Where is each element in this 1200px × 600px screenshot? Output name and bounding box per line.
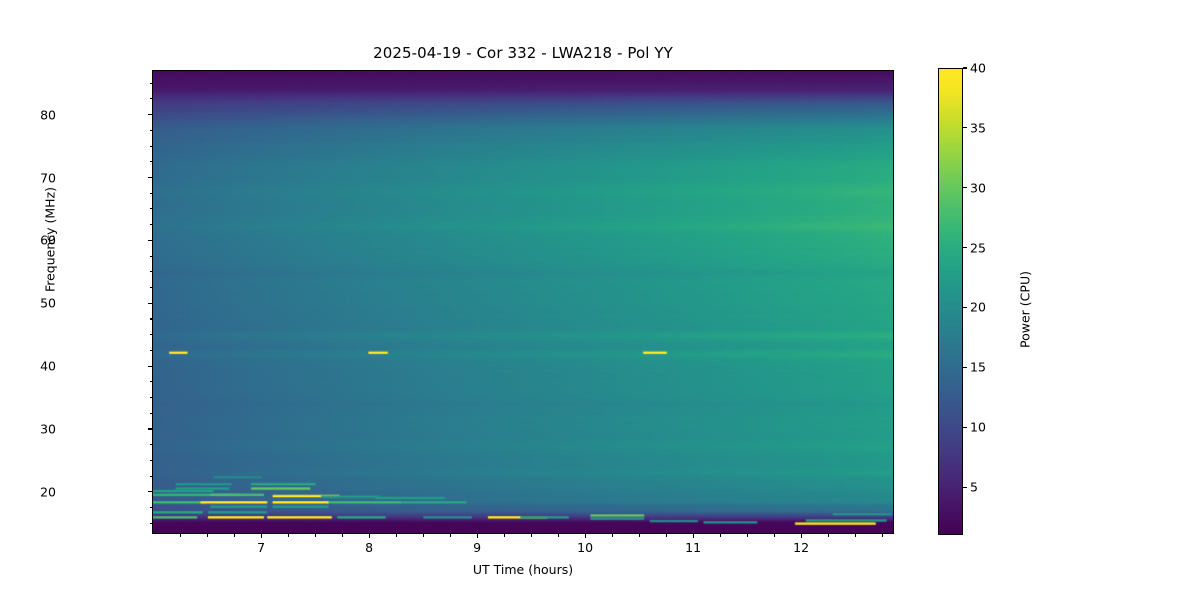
x-minor-tick-mark — [179, 534, 181, 537]
y-minor-tick-mark — [149, 318, 152, 320]
x-minor-tick-mark — [530, 534, 532, 537]
colorbar-tick-label: 25 — [970, 240, 986, 256]
x-tick-mark — [692, 534, 694, 538]
x-tick-label: 9 — [473, 540, 482, 555]
colorbar-tick-mark — [963, 187, 967, 189]
colorbar — [938, 68, 963, 535]
x-minor-tick-mark — [638, 534, 640, 537]
y-tick-label: 70 — [40, 170, 56, 185]
y-minor-tick-mark — [149, 255, 152, 257]
x-minor-tick-mark — [233, 534, 235, 537]
colorbar-tick-mark — [963, 486, 967, 488]
y-minor-tick-mark — [149, 522, 152, 524]
colorbar-tick-mark — [963, 366, 967, 368]
x-tick-label: 12 — [793, 540, 810, 555]
y-tick-label: 50 — [40, 295, 56, 311]
x-minor-tick-mark — [773, 534, 775, 537]
y-minor-tick-mark — [149, 507, 152, 509]
x-minor-tick-mark — [206, 534, 208, 537]
y-minor-tick-mark — [149, 334, 152, 336]
x-minor-tick-mark — [881, 534, 883, 537]
y-minor-tick-mark — [149, 161, 152, 163]
x-minor-tick-mark — [719, 534, 721, 537]
y-minor-tick-mark — [149, 444, 152, 446]
colorbar-tick-label: 40 — [970, 60, 986, 76]
y-minor-tick-mark — [149, 82, 152, 84]
x-tick-mark — [476, 534, 478, 538]
y-minor-tick-mark — [149, 145, 152, 147]
x-tick-mark — [260, 534, 262, 538]
x-tick-mark — [368, 534, 370, 538]
y-tick-mark — [148, 428, 152, 430]
x-minor-tick-mark — [503, 534, 505, 537]
colorbar-gradient — [939, 69, 962, 534]
y-minor-tick-mark — [149, 381, 152, 383]
x-minor-tick-mark — [827, 534, 829, 537]
x-minor-tick-mark — [557, 534, 559, 537]
y-minor-tick-mark — [149, 98, 152, 100]
x-minor-tick-mark — [449, 534, 451, 537]
colorbar-tick-mark — [963, 306, 967, 309]
y-minor-tick-mark — [149, 459, 152, 461]
x-minor-tick-mark — [287, 534, 289, 537]
y-tick-mark — [148, 491, 152, 493]
x-tick-label: 11 — [685, 540, 702, 555]
colorbar-tick-label: 10 — [970, 419, 986, 435]
x-minor-tick-mark — [854, 534, 856, 537]
colorbar-label: Power (CPU) — [1017, 271, 1033, 348]
x-minor-tick-mark — [611, 534, 613, 537]
x-axis-label: UT Time (hours) — [472, 562, 574, 577]
colorbar-tick-mark — [963, 127, 967, 129]
y-tick-label: 60 — [40, 232, 56, 248]
x-tick-mark — [584, 534, 586, 538]
x-tick-label: 7 — [257, 540, 266, 555]
x-minor-tick-mark — [395, 534, 397, 537]
page-title: 2025-04-19 - Cor 332 - LWA218 - Pol YY — [373, 44, 673, 62]
y-minor-tick-mark — [149, 286, 152, 289]
x-minor-tick-mark — [314, 534, 316, 537]
y-tick-label: 40 — [40, 358, 56, 374]
y-tick-mark — [148, 176, 152, 179]
x-tick-label: 10 — [577, 540, 594, 555]
y-minor-tick-mark — [149, 349, 152, 351]
x-tick-label: 8 — [365, 540, 374, 555]
colorbar-tick-label: 15 — [970, 359, 986, 375]
y-minor-tick-mark — [149, 129, 152, 131]
y-tick-label: 20 — [40, 484, 56, 500]
colorbar-tick-label: 20 — [970, 299, 986, 315]
colorbar-tick-label: 30 — [970, 180, 986, 196]
colorbar-tick-label: 35 — [970, 120, 986, 136]
x-tick-mark — [800, 534, 802, 538]
dynamic-spectrum-heatmap — [153, 71, 893, 533]
y-minor-tick-mark — [149, 397, 152, 399]
y-tick-mark — [148, 239, 152, 241]
spectrogram-plot-area — [152, 70, 894, 534]
y-tick-mark — [148, 365, 152, 367]
y-tick-mark — [148, 114, 152, 116]
x-minor-tick-mark — [341, 534, 343, 537]
colorbar-tick-mark — [963, 67, 967, 69]
y-tick-label: 30 — [40, 421, 56, 437]
y-minor-tick-mark — [149, 224, 152, 226]
y-tick-mark — [148, 302, 152, 304]
y-minor-tick-mark — [149, 475, 152, 477]
colorbar-tick-mark — [963, 426, 967, 428]
x-minor-tick-mark — [422, 534, 424, 537]
x-minor-tick-mark — [746, 534, 748, 537]
y-minor-tick-mark — [149, 208, 152, 210]
y-minor-tick-mark — [149, 412, 152, 414]
y-minor-tick-mark — [149, 271, 152, 273]
colorbar-tick-mark — [963, 247, 967, 249]
colorbar-tick-label: 5 — [970, 479, 978, 495]
y-minor-tick-mark — [149, 192, 152, 194]
x-minor-tick-mark — [665, 534, 667, 537]
y-tick-label: 80 — [40, 107, 56, 123]
